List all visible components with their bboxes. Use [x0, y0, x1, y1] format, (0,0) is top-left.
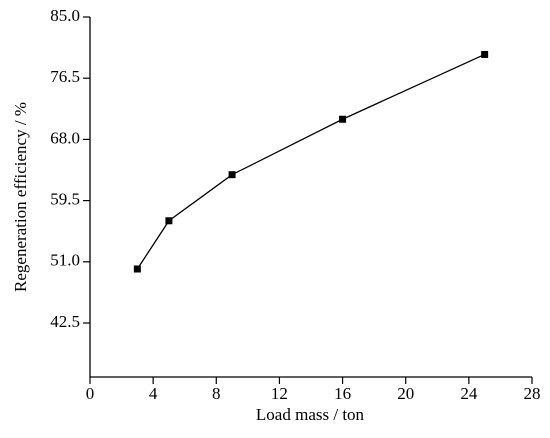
- point-marker: [339, 115, 347, 123]
- x-tick-label: 28: [524, 384, 541, 403]
- point-marker: [228, 171, 236, 179]
- y-tick-label: 59.5: [50, 190, 80, 209]
- y-tick-label: 76.5: [50, 67, 80, 86]
- point-marker: [133, 265, 141, 273]
- x-tick-label: 12: [271, 384, 288, 403]
- x-axis-label: Load mass / ton: [256, 405, 365, 424]
- x-tick-label: 24: [460, 384, 478, 403]
- y-tick-label: 42.5: [50, 312, 80, 331]
- x-tick-label: 4: [149, 384, 158, 403]
- series-line: [136, 53, 485, 270]
- x-tick-label: 16: [334, 384, 351, 403]
- y-tick-label: 68.0: [50, 128, 80, 147]
- x-tick-label: 0: [86, 384, 95, 403]
- y-axis-label: Regeneration efficiency / %: [11, 102, 30, 292]
- y-tick-label: 85.0: [50, 6, 80, 25]
- point-marker: [481, 50, 489, 58]
- x-tick-label: 20: [397, 384, 414, 403]
- y-tick-label: 51.0: [50, 251, 80, 270]
- x-tick-label: 8: [212, 384, 221, 403]
- point-marker: [165, 217, 173, 225]
